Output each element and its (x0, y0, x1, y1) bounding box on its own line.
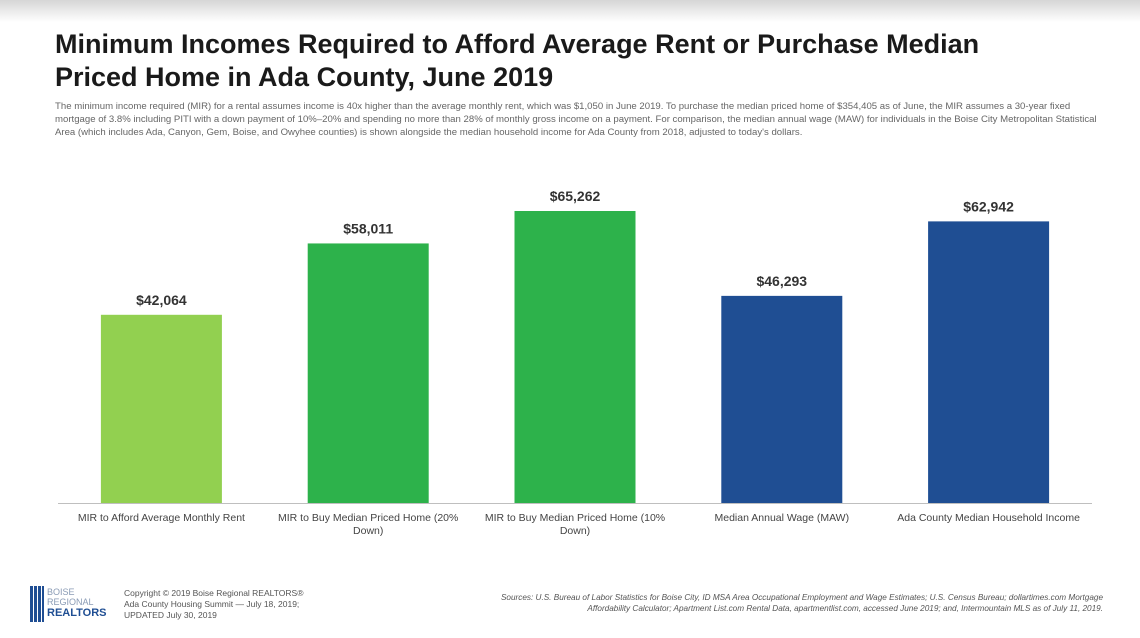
x-tick-label: MIR to Buy Median Priced Home (20% Down) (278, 512, 459, 537)
x-tick-label: Median Annual Wage (MAW) (714, 512, 850, 524)
copyright: Copyright © 2019 Boise Regional REALTORS… (124, 588, 303, 621)
value-label: $46,293 (756, 273, 807, 289)
bar (514, 211, 636, 503)
value-label: $62,942 (963, 198, 1014, 214)
logo-text: REGIONAL (47, 597, 94, 607)
value-label: $65,262 (550, 188, 601, 204)
copyright-line: Ada County Housing Summit — July 18, 201… (124, 599, 300, 609)
value-label: $58,011 (343, 220, 393, 236)
chart-subtitle: The minimum income required (MIR) for a … (55, 101, 1097, 138)
logo: BOISE REGIONAL REALTORS (30, 586, 115, 622)
x-tick-label: MIR to Buy Median Priced Home (10% Down) (484, 512, 666, 537)
top-band (0, 0, 1140, 22)
copyright-line: Copyright © 2019 Boise Regional REALTORS… (124, 588, 304, 598)
copyright-line: UPDATED July 30, 2019 (124, 610, 217, 620)
sources: Sources: U.S. Bureau of Labor Statistics… (500, 593, 1103, 613)
x-tick-label: MIR to Afford Average Monthly Rent (77, 512, 245, 524)
bar (100, 314, 222, 503)
logo-bars (30, 586, 44, 622)
logo-text: BOISE (47, 587, 75, 597)
logo-text: REALTORS (47, 607, 107, 619)
x-tick-label: Ada County Median Household Income (897, 512, 1080, 524)
bar (928, 221, 1050, 503)
chart-title: Minimum Incomes Required to Afford Avera… (55, 29, 980, 92)
bar (721, 295, 843, 503)
bar (307, 243, 429, 504)
value-label: $42,064 (136, 292, 187, 308)
